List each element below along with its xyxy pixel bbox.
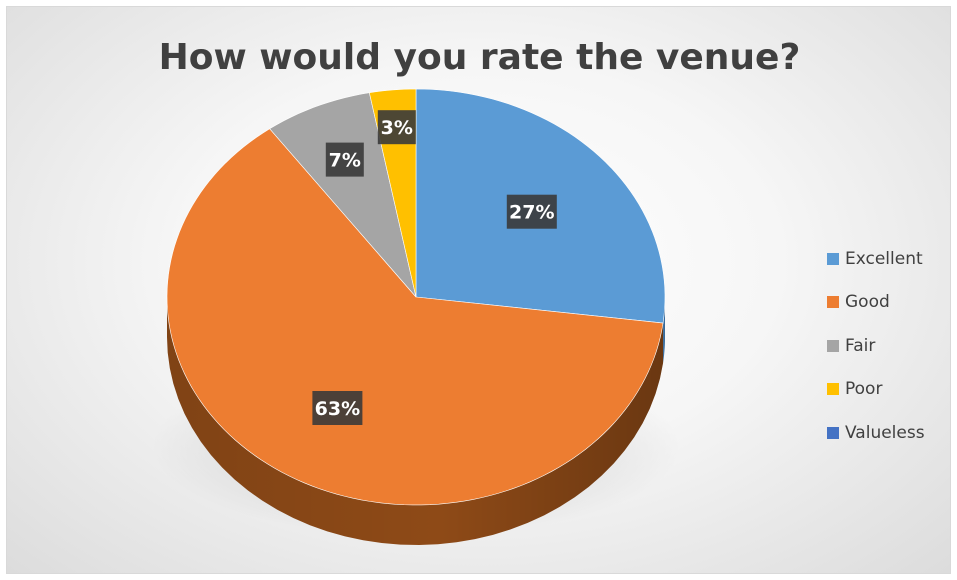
legend-item-good: Good (827, 281, 952, 325)
legend-item-poor: Poor (827, 368, 952, 412)
chart-title: How would you rate the venue? (158, 37, 801, 78)
data-label-poor: 3% (381, 117, 413, 139)
data-label-excellent: 27% (509, 202, 554, 224)
data-label-box-poor (377, 110, 416, 145)
legend-label: Poor (845, 379, 883, 400)
pie-chart: 27% 63% 7% 3% (151, 88, 681, 545)
legend-swatch (827, 339, 839, 352)
chart-area: How would you rate the venue? 27% 63% 7% 3%… (6, 6, 951, 574)
data-label-box-fair (325, 142, 364, 177)
legend-swatch (827, 252, 839, 265)
data-label-box-excellent (506, 194, 557, 229)
legend-label: Good (845, 292, 890, 313)
legend-swatch (827, 296, 839, 309)
chart-legend: Excellent Good Fair Poor Valueless (827, 237, 952, 455)
data-label-good: 63% (315, 398, 360, 420)
legend-swatch (827, 383, 839, 396)
pie-side-shade (167, 297, 664, 545)
legend-label: Fair (845, 335, 876, 356)
legend-item-valueless: Valueless (827, 411, 952, 455)
legend-label: Excellent (845, 248, 923, 269)
legend-label: Valueless (845, 422, 925, 443)
legend-swatch (827, 426, 839, 439)
legend-item-excellent: Excellent (827, 237, 952, 281)
pie-slice-good (166, 128, 664, 506)
data-label-fair: 7% (329, 150, 361, 172)
pie-side-shade (663, 297, 665, 364)
legend-item-fair: Fair (827, 324, 952, 368)
data-label-box-good (312, 391, 363, 425)
